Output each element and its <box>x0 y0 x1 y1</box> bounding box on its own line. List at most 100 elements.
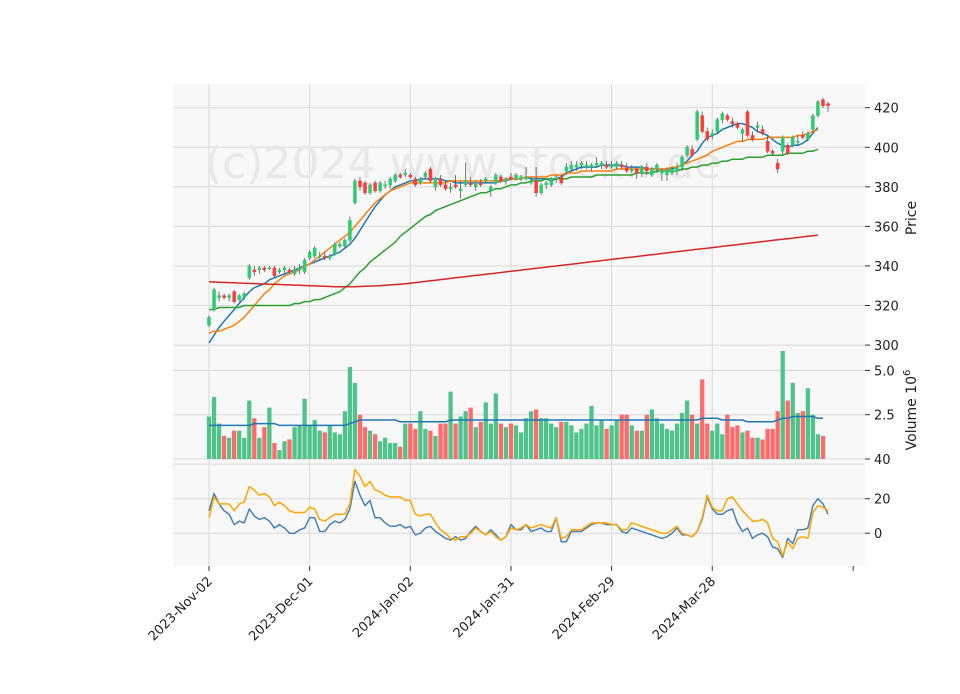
candle-body <box>463 180 468 186</box>
candle-body <box>287 269 292 273</box>
candle-body <box>428 168 433 182</box>
volume-bar <box>669 430 675 459</box>
candle-body <box>690 149 694 156</box>
volume-bar <box>312 420 317 459</box>
candle-body <box>584 164 589 168</box>
volume-bar <box>664 428 670 459</box>
candle-body <box>725 115 730 120</box>
candle-body <box>589 164 594 168</box>
moving-average-line <box>208 234 818 288</box>
volume-bar <box>750 437 755 459</box>
candle-body <box>489 186 493 192</box>
volume-bar <box>705 423 710 459</box>
volume-bar <box>659 423 665 459</box>
candle-body <box>705 131 709 140</box>
volume-bar <box>272 443 277 459</box>
volume-bar <box>735 425 740 459</box>
candle-body <box>398 174 402 178</box>
candle-body <box>559 176 564 184</box>
candle-body <box>247 265 252 279</box>
volume-bar <box>443 423 448 459</box>
volume-bar <box>252 418 257 459</box>
volume-bar <box>463 411 468 459</box>
candlesticks <box>207 97 830 328</box>
candle-body <box>448 186 453 190</box>
volume-bar <box>518 432 524 459</box>
volume-bar <box>468 407 473 459</box>
candle-body <box>519 176 523 180</box>
candle-body <box>735 123 740 128</box>
volume-bar <box>428 430 433 459</box>
candle-body <box>312 247 317 257</box>
candle-body <box>307 251 312 259</box>
volume-bar <box>639 430 644 459</box>
candle-body <box>811 115 815 130</box>
candle-body <box>217 295 221 298</box>
volume-bar <box>599 420 604 459</box>
volume-bar <box>347 366 353 459</box>
volume-bar <box>533 409 539 459</box>
indicator-panel-background <box>173 459 865 566</box>
candle-body <box>730 121 735 124</box>
candle-body <box>378 182 382 192</box>
candle-body <box>297 267 302 271</box>
price-panel-background <box>173 84 865 351</box>
volume-bar <box>478 421 483 459</box>
candle-body <box>438 178 443 186</box>
volume-bar <box>367 430 373 459</box>
price-tick-label: 300 <box>874 339 899 354</box>
candle-body <box>544 182 548 186</box>
volume-bar <box>377 441 383 459</box>
volume-bar <box>438 423 443 459</box>
volume-bar <box>448 391 453 459</box>
volume-bar <box>508 423 514 459</box>
candle-body <box>433 178 438 188</box>
volume-bar <box>408 423 413 459</box>
volume-bar <box>679 412 685 459</box>
candle-body <box>237 295 241 300</box>
candle-body <box>579 162 584 166</box>
candle-body <box>665 170 669 176</box>
price-tick-label: 320 <box>874 300 899 315</box>
volume-bar <box>800 411 805 459</box>
volume-bar <box>493 393 498 459</box>
volume-bar <box>277 450 282 459</box>
volume-bar <box>589 405 594 459</box>
volume-bar <box>730 427 735 459</box>
volume-bar <box>292 427 297 459</box>
indicator-tick-label: 0 <box>874 527 882 542</box>
volume-bar <box>745 430 750 459</box>
volume-bar <box>609 425 614 459</box>
candle-body <box>564 166 569 172</box>
candle-body <box>675 166 679 172</box>
volume-bar <box>322 432 327 459</box>
candle-body <box>317 255 322 258</box>
candle-body <box>252 269 257 273</box>
candle-body <box>418 178 423 184</box>
candle-body <box>821 99 825 107</box>
volume-bar <box>700 379 705 459</box>
volume-bar <box>327 425 332 459</box>
volume-bar <box>740 432 745 459</box>
candle-body <box>554 176 559 180</box>
candle-body <box>277 269 282 273</box>
volume-bar <box>267 407 272 459</box>
volume-bar <box>342 411 348 459</box>
volume-bar <box>710 430 715 459</box>
candle-body <box>373 182 377 192</box>
volume-bar <box>282 441 287 459</box>
candle-body <box>403 172 408 176</box>
volume-bar <box>393 443 398 459</box>
candle-body <box>826 103 830 107</box>
candle-body <box>413 178 418 186</box>
volume-bar <box>418 411 423 459</box>
candle-body <box>685 147 689 156</box>
candle-body <box>262 267 267 271</box>
candle-body <box>282 267 287 271</box>
candle-body <box>680 156 684 168</box>
volume-bar <box>453 423 458 459</box>
candle-body <box>640 166 644 174</box>
price-tick-label: 400 <box>874 141 899 156</box>
volume-bar <box>684 400 690 459</box>
